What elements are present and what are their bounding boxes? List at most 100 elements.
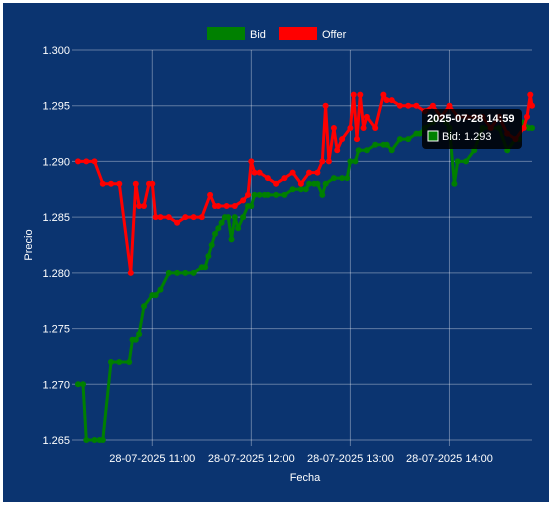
data-point[interactable] [322, 102, 329, 109]
data-point[interactable] [330, 125, 337, 131]
data-point[interactable] [182, 269, 189, 276]
data-point[interactable] [91, 437, 98, 443]
data-point[interactable] [383, 141, 390, 148]
data-point[interactable] [215, 225, 222, 232]
data-point[interactable] [256, 169, 263, 176]
data-point[interactable] [127, 269, 134, 276]
data-point[interactable] [451, 180, 458, 187]
data-point[interactable] [152, 292, 159, 299]
data-point[interactable] [306, 180, 313, 187]
data-point[interactable] [264, 191, 271, 198]
data-point[interactable] [132, 180, 139, 187]
data-point[interactable] [157, 214, 164, 221]
data-point[interactable] [297, 186, 304, 193]
data-point[interactable] [141, 303, 147, 310]
data-point[interactable] [363, 147, 370, 154]
data-point[interactable] [405, 102, 412, 109]
data-point[interactable] [182, 214, 189, 221]
data-point[interactable] [225, 214, 232, 221]
data-point[interactable] [174, 219, 181, 226]
data-point[interactable] [355, 147, 362, 154]
data-point[interactable] [198, 214, 205, 221]
data-point[interactable] [256, 191, 263, 198]
data-point[interactable] [108, 180, 114, 187]
data-point[interactable] [235, 225, 242, 232]
data-point[interactable] [141, 203, 147, 209]
data-point[interactable] [75, 158, 81, 165]
data-point[interactable] [248, 158, 255, 165]
data-point[interactable] [297, 180, 304, 187]
data-point[interactable] [208, 242, 215, 248]
data-point[interactable] [132, 336, 139, 343]
data-point[interactable] [136, 331, 143, 338]
data-point[interactable] [527, 91, 534, 98]
data-point[interactable] [520, 125, 527, 131]
data-point[interactable] [360, 125, 367, 131]
data-point[interactable] [116, 180, 123, 187]
data-point[interactable] [231, 214, 238, 221]
data-point[interactable] [529, 102, 535, 109]
legend[interactable]: Bid Offer [207, 27, 347, 41]
data-point[interactable] [416, 130, 423, 137]
data-point[interactable] [354, 136, 360, 143]
data-point[interactable] [429, 102, 436, 109]
data-point[interactable] [91, 158, 98, 165]
data-point[interactable] [83, 158, 90, 165]
data-point[interactable] [524, 113, 530, 120]
data-point[interactable] [319, 158, 326, 165]
data-point[interactable] [231, 203, 238, 209]
data-point[interactable] [281, 191, 288, 198]
data-point[interactable] [136, 203, 143, 209]
data-point[interactable] [149, 180, 156, 187]
data-point[interactable] [334, 147, 341, 154]
data-point[interactable] [205, 253, 212, 260]
data-point[interactable] [363, 113, 370, 120]
data-point[interactable] [529, 125, 535, 131]
data-point[interactable] [215, 203, 222, 209]
data-point[interactable] [174, 269, 181, 276]
data-point[interactable] [347, 158, 354, 165]
data-point[interactable] [223, 203, 230, 209]
data-point[interactable] [463, 158, 469, 165]
data-point[interactable] [228, 236, 235, 243]
data-point[interactable] [248, 203, 255, 209]
data-point[interactable] [245, 191, 251, 198]
data-point[interactable] [372, 141, 379, 148]
data-point[interactable] [388, 147, 395, 154]
data-point[interactable] [325, 158, 332, 165]
data-point[interactable] [108, 359, 114, 365]
data-point[interactable] [302, 186, 309, 193]
data-point[interactable] [157, 286, 164, 293]
data-point[interactable] [190, 269, 197, 276]
data-point[interactable] [75, 381, 81, 388]
data-point[interactable] [207, 191, 214, 198]
data-point[interactable] [383, 97, 390, 104]
data-point[interactable] [264, 175, 271, 182]
data-point[interactable] [126, 359, 133, 365]
data-point[interactable] [380, 91, 387, 98]
data-point[interactable] [281, 175, 288, 182]
data-point[interactable] [165, 269, 172, 276]
data-point[interactable] [212, 230, 218, 237]
legend-item-bid[interactable]: Bid [207, 27, 266, 41]
data-point[interactable] [396, 136, 403, 143]
data-point[interactable] [352, 158, 359, 165]
data-point[interactable] [347, 125, 354, 131]
data-point[interactable] [80, 381, 86, 388]
data-point[interactable] [202, 264, 209, 271]
data-point[interactable] [454, 158, 461, 165]
data-point[interactable] [190, 214, 197, 221]
data-point[interactable] [314, 169, 321, 176]
data-point[interactable] [99, 180, 106, 187]
data-point[interactable] [357, 91, 364, 98]
data-point[interactable] [289, 186, 296, 193]
data-point[interactable] [152, 214, 159, 221]
data-point[interactable] [314, 180, 321, 187]
data-point[interactable] [273, 191, 280, 198]
data-point[interactable] [413, 102, 420, 109]
data-point[interactable] [319, 191, 326, 198]
data-point[interactable] [240, 214, 247, 221]
data-point[interactable] [339, 175, 346, 182]
data-point[interactable] [322, 180, 329, 187]
data-point[interactable] [330, 175, 337, 182]
